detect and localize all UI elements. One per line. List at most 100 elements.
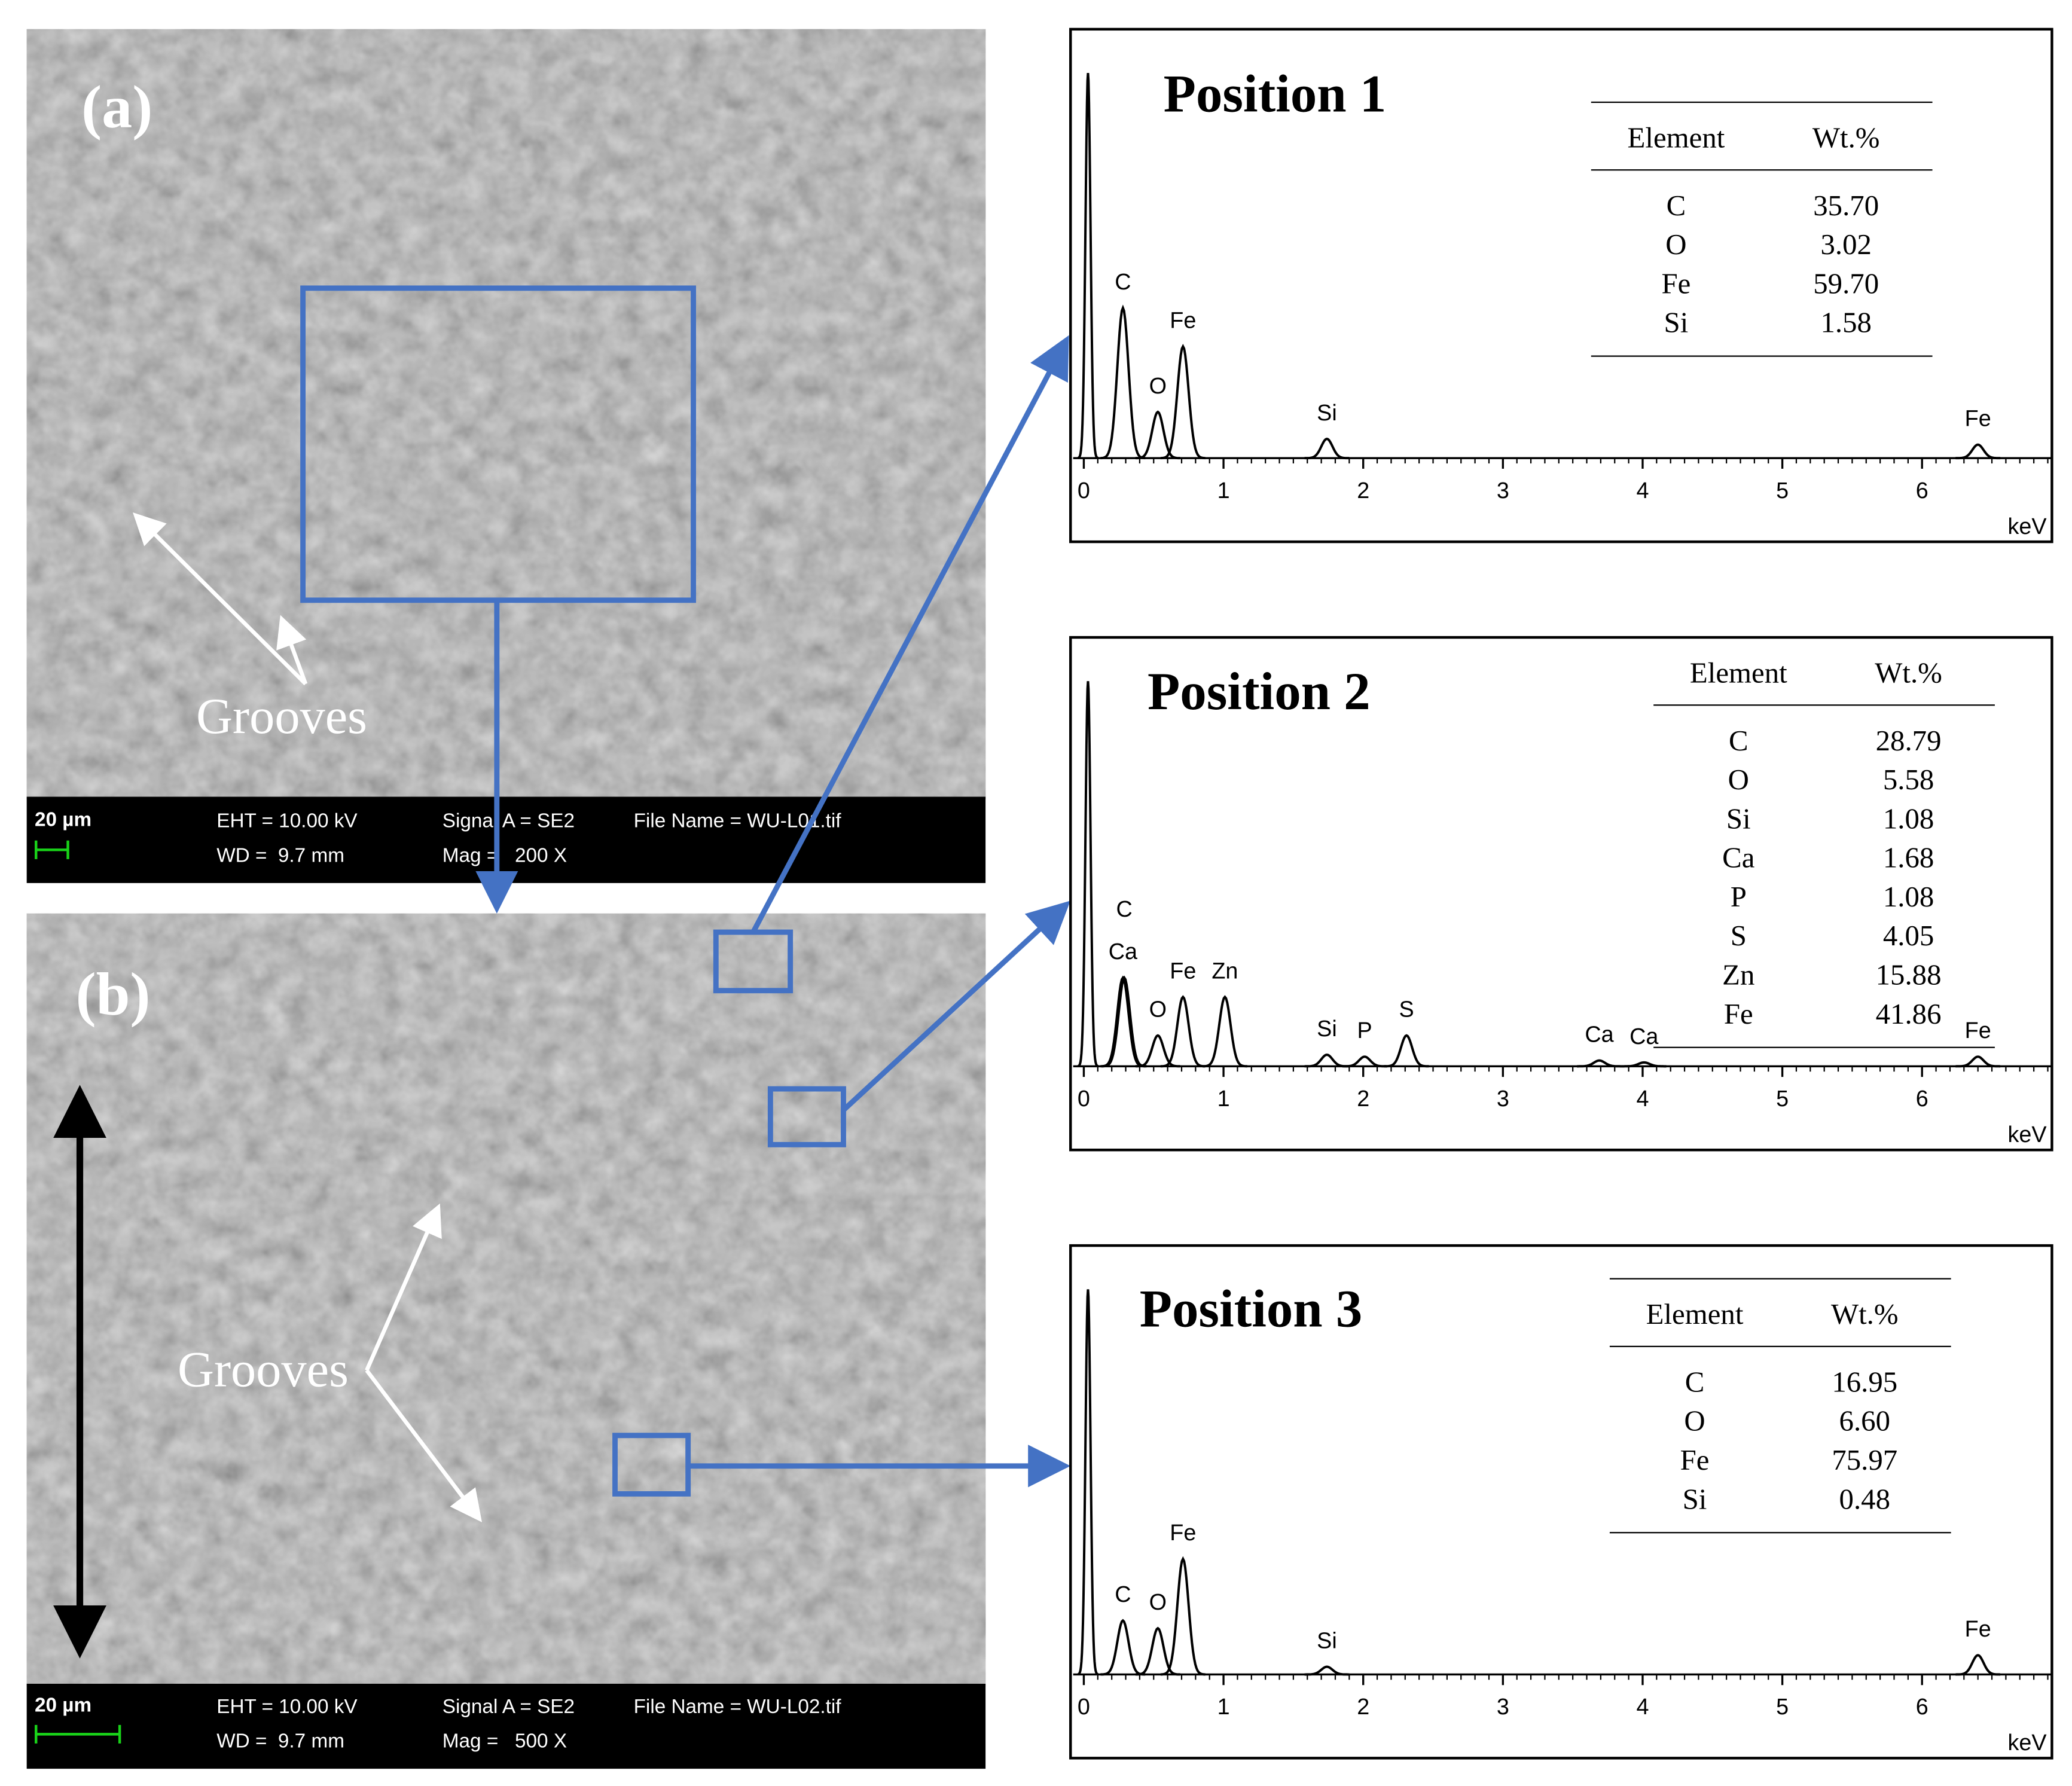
scale-bar-label: 20 µm [35,808,91,831]
scale-bar [35,1724,121,1744]
table-cell: Fe [1724,997,1753,1030]
info: Mag = 500 X [443,1730,567,1753]
peak-label: P [1357,1018,1372,1043]
spectrum-peak [1135,410,1180,460]
table-cell: P [1731,880,1747,913]
x-tick-label: 4 [1636,1086,1649,1111]
spectrum-frame [1069,1244,2053,1760]
info: WD = 9.7 mm [216,844,344,866]
connectors [475,335,1071,1488]
spectrum-peak [1577,1059,1622,1068]
table-header: Element [1646,1297,1744,1330]
x-tick-label: 0 [1078,1086,1090,1111]
peak-label: O [1149,997,1167,1022]
spectrum-peak [1078,1289,1098,1676]
table-cell: 41.86 [1876,997,1942,1030]
peak-label: Fe [1965,406,1991,431]
table-header: Element [1628,121,1725,154]
x-tick-label: 3 [1497,1086,1509,1111]
spectrum-title: Position 2 [1148,663,1371,721]
x-tick-label: 0 [1078,1694,1090,1719]
spectrum-peak [1955,1055,2001,1068]
spectrum-peak [1384,1034,1429,1068]
annotation-arrow [365,1203,442,1372]
sem-texture [26,913,986,1687]
spectrum-peak [1135,1034,1180,1068]
sem-panel-b: (b) Grooves 20 µm EHT = 10.00 kV WD = 9.… [26,913,986,1769]
x-unit: keV [2007,1730,2047,1755]
x-tick-label: 6 [1916,478,1928,503]
table-cell: Si [1683,1482,1707,1515]
table-cell: O [1728,763,1749,796]
spectrum-peak [1304,1053,1350,1068]
peak-label: Ca [1629,1024,1658,1049]
table-cell: C [1729,724,1748,757]
x-tick-label: 1 [1217,1694,1230,1719]
info: Mag = 200 X [443,844,567,866]
spectrum-peak [1160,343,1206,460]
table-cell: 75.97 [1832,1443,1897,1476]
peak-label: Si [1317,400,1337,425]
x-tick-label: 1 [1217,478,1230,503]
info: Signal A = SE2 [443,810,575,832]
table-cell: 0.48 [1839,1482,1890,1515]
panel-label: (b) [76,961,151,1028]
table-cell: Si [1664,306,1689,339]
peak-label: Fe [1170,1520,1196,1545]
peak-label: Ca [1109,939,1137,964]
x-tick-label: 6 [1916,1086,1928,1111]
x-tick-label: 5 [1776,478,1789,503]
spectrum-peak [1101,975,1147,1068]
spectrum-peak [1955,443,2001,460]
spectrum-peak [1621,1061,1667,1068]
info-bar [26,1683,986,1769]
x-tick-label: 2 [1357,1086,1369,1111]
spectrum-peak [1160,1556,1206,1676]
table-cell: 28.79 [1876,724,1942,757]
x-tick-label: 5 [1776,1694,1789,1719]
x-unit: keV [2007,514,2047,539]
info: WD = 9.7 mm [216,1730,344,1753]
x-tick-label: 6 [1916,1694,1928,1719]
spectrum-frame [1069,636,2053,1152]
info: EHT = 10.00 kV [216,810,358,832]
spectrum-peak [1135,1626,1180,1676]
table-cell: 15.88 [1876,958,1942,991]
spectrum-peak [1078,681,1098,1068]
table-cell: O [1665,228,1686,261]
position-box [767,1086,846,1147]
x-tick-label: 5 [1776,1086,1789,1111]
spectrum-peak [1160,995,1206,1068]
table-cell: 3.02 [1820,228,1871,261]
peak-label: Fe [1965,1616,1991,1641]
peak-label: C [1115,269,1131,294]
peak-label: Si [1317,1016,1337,1041]
x-tick-label: 4 [1636,478,1649,503]
annotation-arrow [365,1369,483,1522]
peak-label: Fe [1965,1018,1991,1043]
table-cell: O [1684,1405,1705,1437]
x-unit: keV [2007,1122,2047,1147]
x-tick-label: 3 [1497,478,1509,503]
table-cell: 1.58 [1820,306,1871,339]
table-header: Wt.% [1875,657,1942,689]
table-header: Wt.% [1831,1297,1899,1330]
info: Signal A = SE2 [443,1696,575,1718]
table-cell: 1.68 [1883,841,1934,874]
connector-arrow [841,900,1071,1112]
table-cell: 6.60 [1839,1405,1890,1437]
annotation-arrow [276,615,308,685]
table-cell: Si [1726,802,1751,835]
table-cell: Fe [1680,1443,1710,1476]
x-tick-label: 3 [1497,1694,1509,1719]
table-cell: S [1731,919,1747,952]
table-cell: 59.70 [1813,267,1879,300]
info-bar [26,796,986,883]
peak-label: Zn [1212,958,1238,983]
x-tick-label: 2 [1357,478,1369,503]
